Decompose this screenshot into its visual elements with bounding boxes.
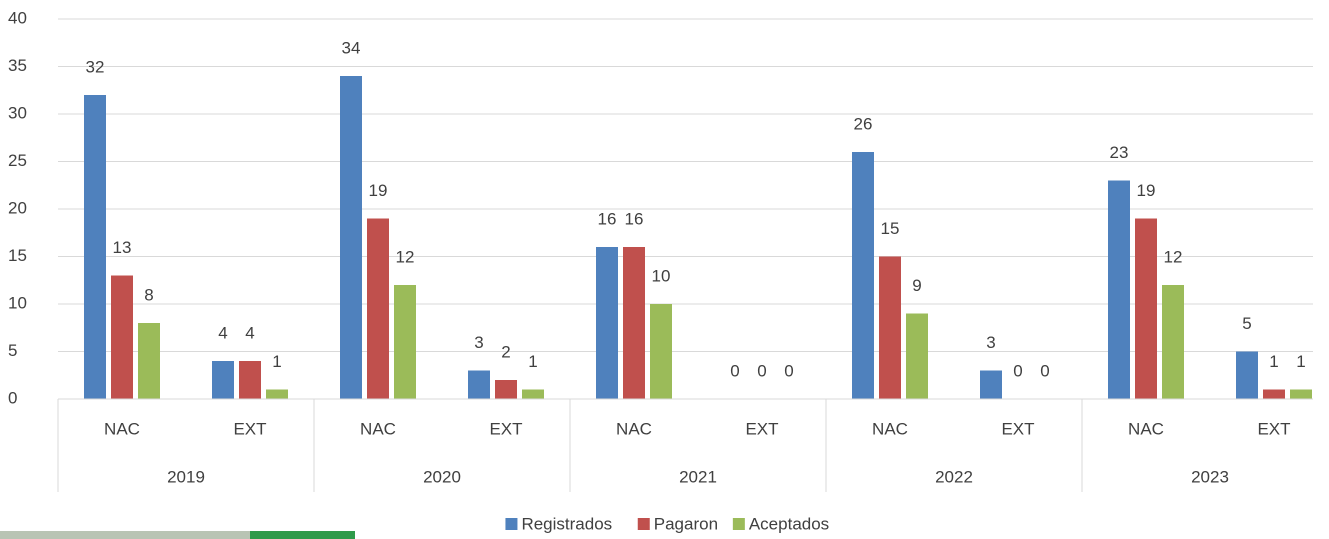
x-tick-label: NAC bbox=[872, 419, 908, 438]
y-tick-label: 40 bbox=[8, 8, 27, 27]
data-label: 10 bbox=[652, 266, 671, 285]
y-tick-label: 5 bbox=[8, 341, 17, 360]
data-label: 16 bbox=[598, 209, 617, 228]
x-tick-label: EXT bbox=[489, 419, 522, 438]
y-tick-label: 10 bbox=[8, 293, 27, 312]
y-tick-label: 30 bbox=[8, 103, 27, 122]
bar bbox=[266, 390, 288, 400]
y-tick-label: 15 bbox=[8, 246, 27, 265]
group-label: 2022 bbox=[935, 467, 973, 486]
bar bbox=[212, 361, 234, 399]
x-tick-label: NAC bbox=[616, 419, 652, 438]
photo-fragment bbox=[250, 531, 355, 539]
bar bbox=[1162, 285, 1184, 399]
data-label: 0 bbox=[784, 361, 793, 380]
bar bbox=[852, 152, 874, 399]
data-label: 12 bbox=[396, 247, 415, 266]
bar bbox=[980, 371, 1002, 400]
group-label: 2023 bbox=[1191, 467, 1229, 486]
x-tick-label: EXT bbox=[745, 419, 778, 438]
data-label: 1 bbox=[528, 352, 537, 371]
bar bbox=[596, 247, 618, 399]
data-label: 15 bbox=[881, 219, 900, 238]
x-tick-label: EXT bbox=[1257, 419, 1290, 438]
group-label: 2021 bbox=[679, 467, 717, 486]
group-label: 2019 bbox=[167, 467, 205, 486]
bar bbox=[138, 323, 160, 399]
data-label: 0 bbox=[1013, 361, 1022, 380]
bar bbox=[906, 314, 928, 400]
data-label: 0 bbox=[757, 361, 766, 380]
data-label: 1 bbox=[1296, 352, 1305, 371]
chart: 051015202530354020192020202120222023NAC3… bbox=[0, 0, 1329, 539]
legend-swatch bbox=[638, 518, 650, 530]
y-tick-label: 0 bbox=[8, 388, 17, 407]
data-label: 2 bbox=[501, 342, 510, 361]
data-label: 8 bbox=[144, 285, 153, 304]
data-label: 34 bbox=[342, 38, 361, 57]
legend-label: Aceptados bbox=[749, 514, 829, 533]
data-label: 4 bbox=[218, 323, 227, 342]
bar bbox=[623, 247, 645, 399]
x-tick-label: NAC bbox=[104, 419, 140, 438]
page: {"chart_data": {"type": "bar", "categori… bbox=[0, 0, 1329, 539]
bar bbox=[1236, 352, 1258, 400]
y-tick-label: 20 bbox=[8, 198, 27, 217]
data-label: 0 bbox=[1040, 361, 1049, 380]
data-label: 13 bbox=[113, 238, 132, 257]
bar bbox=[468, 371, 490, 400]
legend-label: Registrados bbox=[521, 514, 612, 533]
bar bbox=[1108, 181, 1130, 400]
bar bbox=[879, 257, 901, 400]
data-label: 16 bbox=[625, 209, 644, 228]
bar bbox=[495, 380, 517, 399]
bar bbox=[650, 304, 672, 399]
bar bbox=[1135, 219, 1157, 400]
data-label: 0 bbox=[730, 361, 739, 380]
bar bbox=[84, 95, 106, 399]
data-label: 26 bbox=[854, 114, 873, 133]
y-tick-label: 25 bbox=[8, 151, 27, 170]
data-label: 5 bbox=[1242, 314, 1251, 333]
bar bbox=[340, 76, 362, 399]
data-label: 4 bbox=[245, 323, 254, 342]
data-label: 1 bbox=[1269, 352, 1278, 371]
data-label: 12 bbox=[1164, 247, 1183, 266]
bar bbox=[1263, 390, 1285, 400]
legend-swatch bbox=[505, 518, 517, 530]
data-label: 3 bbox=[474, 333, 483, 352]
data-label: 23 bbox=[1110, 143, 1129, 162]
x-tick-label: EXT bbox=[233, 419, 266, 438]
legend-label: Pagaron bbox=[654, 514, 718, 533]
group-label: 2020 bbox=[423, 467, 461, 486]
x-tick-label: NAC bbox=[1128, 419, 1164, 438]
data-label: 19 bbox=[1137, 181, 1156, 200]
data-label: 3 bbox=[986, 333, 995, 352]
data-label: 19 bbox=[369, 181, 388, 200]
y-tick-label: 35 bbox=[8, 56, 27, 75]
data-label: 1 bbox=[272, 352, 281, 371]
bar bbox=[394, 285, 416, 399]
bar bbox=[239, 361, 261, 399]
data-label: 32 bbox=[86, 57, 105, 76]
bar bbox=[1290, 390, 1312, 400]
x-tick-label: EXT bbox=[1001, 419, 1034, 438]
data-label: 9 bbox=[912, 276, 921, 295]
bar bbox=[367, 219, 389, 400]
bar bbox=[111, 276, 133, 400]
bar bbox=[522, 390, 544, 400]
legend-swatch bbox=[733, 518, 745, 530]
x-tick-label: NAC bbox=[360, 419, 396, 438]
